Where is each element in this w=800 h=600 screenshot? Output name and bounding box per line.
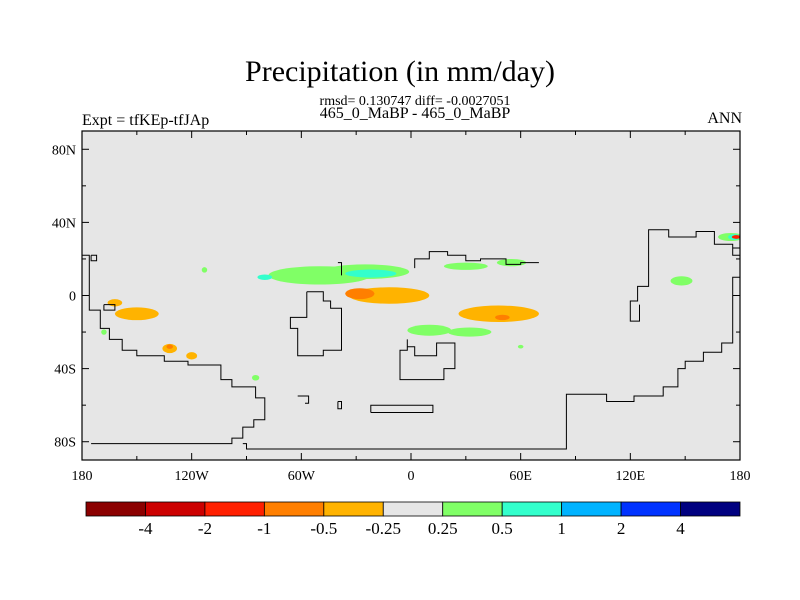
colorbar-box (204, 501, 265, 517)
colorbar-label: -4 (138, 519, 153, 538)
coastline (82, 254, 266, 445)
x-tick-label: 60W (288, 469, 316, 484)
x-tick-label: 120W (175, 469, 210, 484)
colorbar: -4 -2 -1 -0.5 -0.25 0.25 0.5 1 2 4 (85, 501, 741, 538)
coastline (242, 276, 740, 450)
y-tick-label: 80N (52, 143, 76, 158)
y-tick-label: 40N (52, 216, 76, 231)
anomaly-region (201, 267, 208, 273)
anomaly-region (114, 307, 159, 321)
colorbar-box (501, 501, 563, 517)
colorbar-box (382, 501, 444, 517)
colorbar-box (561, 501, 622, 517)
y-tick-label: 0 (69, 290, 76, 305)
colorbar-label: 2 (617, 519, 626, 538)
colorbar-label: 4 (676, 519, 685, 538)
colorbar-box (323, 501, 384, 517)
coastline (337, 401, 342, 410)
coastline (103, 304, 116, 311)
x-tick-label: 180 (730, 469, 751, 484)
map-axes: 180 120W 60W 0 60E 120E 180 80N 40N 0 40S 80S (52, 130, 751, 484)
anomaly-region (345, 288, 375, 300)
coastline (289, 291, 342, 357)
anomaly-region (251, 375, 260, 381)
coastline (297, 395, 310, 404)
colorbar-label: 1 (557, 519, 566, 538)
anomaly-region (166, 344, 174, 349)
colorbar-label: -0.25 (366, 519, 401, 538)
stats-text: rmsd= 0.130747 diff= -0.0027051 (319, 94, 511, 109)
coastline (414, 251, 539, 269)
x-tick-label: 180 (72, 469, 93, 484)
anomaly-region (101, 329, 107, 335)
colorbar-box (680, 501, 741, 517)
colorbar-label: 0.5 (492, 519, 513, 538)
anomaly-region (407, 324, 452, 336)
map-area (82, 131, 740, 460)
anomaly-region (495, 314, 510, 321)
anomaly-region (186, 352, 198, 360)
coastline (399, 339, 456, 381)
anomaly-region (443, 262, 488, 270)
anomaly-region (458, 305, 539, 323)
x-tick-label: 0 (408, 469, 415, 484)
colorbar-box (263, 501, 325, 517)
coastline (90, 254, 98, 262)
x-tick-label: 60E (509, 469, 532, 484)
anomaly-region (731, 235, 740, 239)
colorbar-label: 0.25 (428, 519, 458, 538)
season-label: ANN (707, 110, 742, 127)
experiment-label: Expt = tfKEp-tfJAp (82, 112, 210, 129)
colorbar-label: -2 (198, 519, 212, 538)
anomaly-region (345, 269, 397, 278)
map-content (82, 229, 740, 450)
colorbar-box (145, 501, 206, 517)
x-tick-label: 120E (616, 469, 646, 484)
anomaly-region (257, 274, 273, 280)
anomaly-region (517, 344, 524, 349)
anomaly-region (447, 327, 492, 337)
colorbar-label: -1 (257, 519, 271, 538)
colorbar-box (620, 501, 681, 517)
chart-subtitle: 465_0_MaBP - 465_0_MaBP (319, 105, 511, 122)
anomaly-region (670, 276, 693, 286)
y-tick-label: 40S (54, 363, 76, 378)
chart-title: Precipitation (in mm/day) (245, 55, 555, 88)
colorbar-box (442, 501, 503, 517)
colorbar-box (85, 501, 146, 517)
coastline (629, 229, 740, 322)
y-tick-label: 80S (54, 436, 76, 451)
colorbar-label: -0.5 (310, 519, 337, 538)
coastline (337, 262, 342, 276)
coastline (370, 404, 434, 413)
